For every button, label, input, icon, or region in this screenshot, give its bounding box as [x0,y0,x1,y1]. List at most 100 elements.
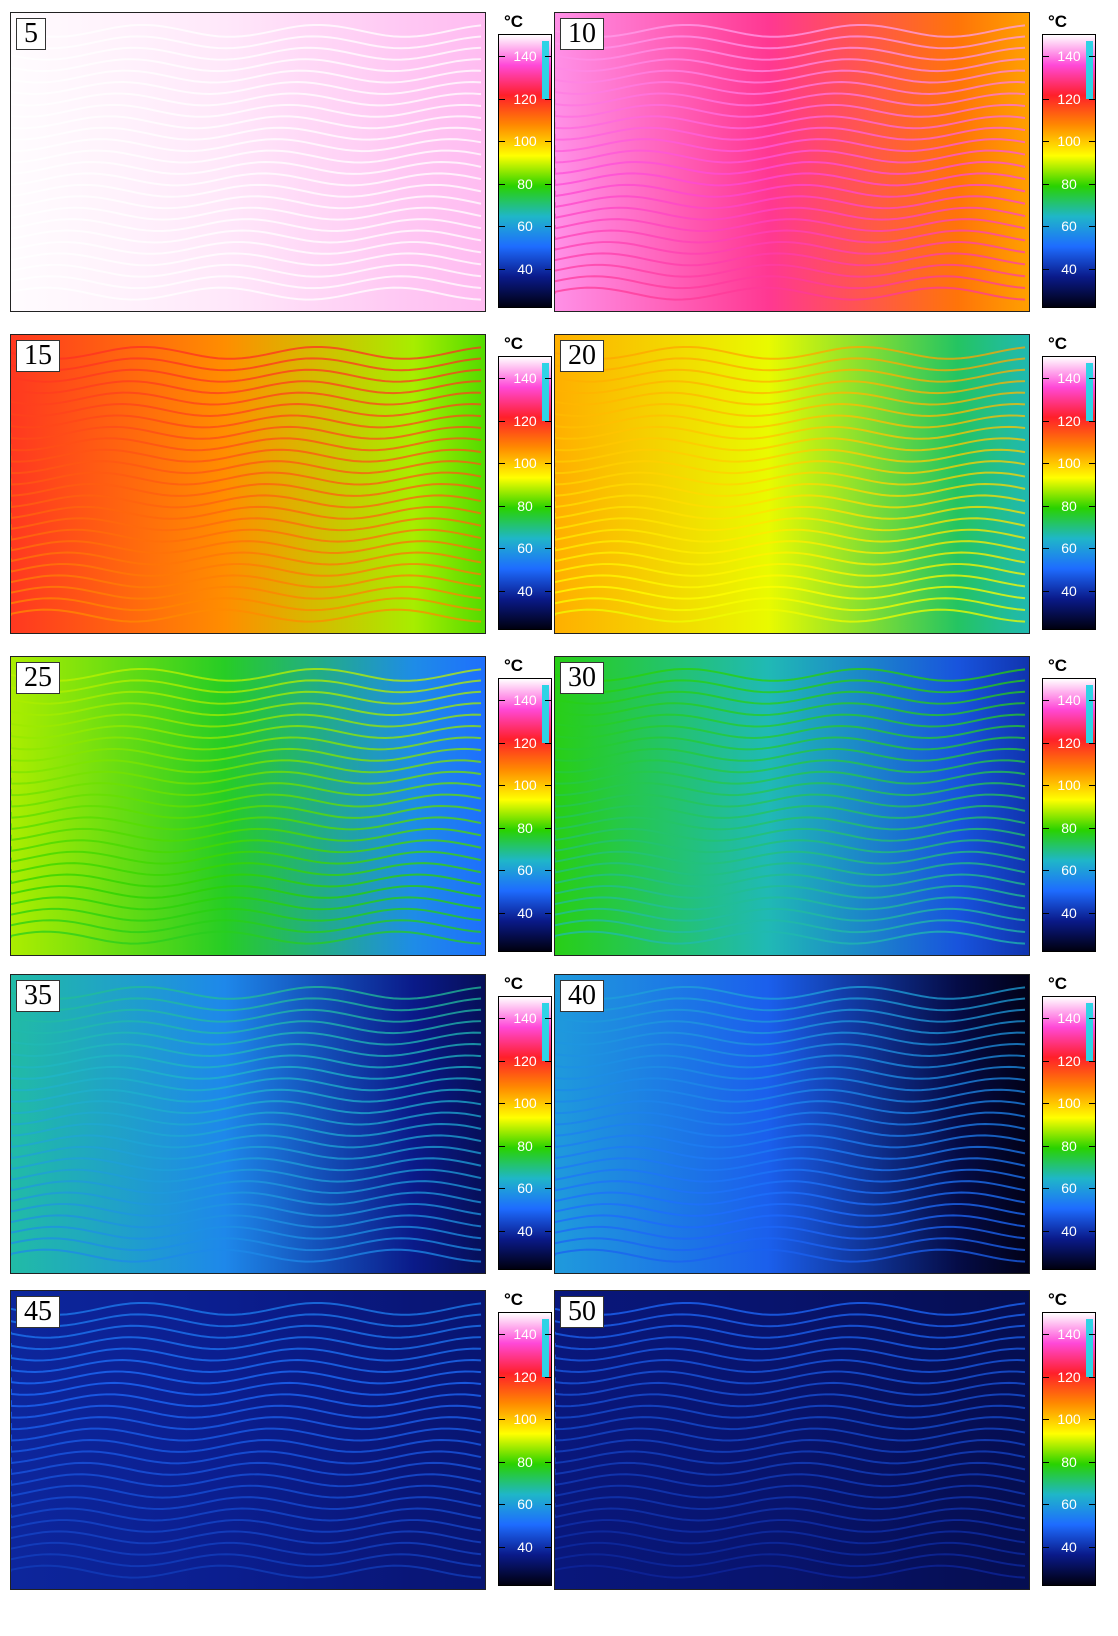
fin-line [555,862,1026,877]
fin-line [11,1381,482,1396]
fin-line [555,725,1026,739]
fin-line [11,483,482,497]
fin-line [555,149,1026,164]
fin-line [555,1031,1026,1046]
fin-line [11,1393,482,1408]
scale-tick-label: 100 [1057,133,1081,149]
fin-line [555,1336,1026,1351]
scale-marker [542,685,549,743]
fin-line [11,839,482,854]
fin-line [11,437,482,452]
fin-line [11,551,482,566]
fin-line [555,1519,1026,1533]
fin-line [555,483,1026,497]
fin-line [11,1168,482,1183]
fin-line [11,1347,482,1362]
scale-tick-label: 80 [517,819,533,836]
fin-line [11,1461,482,1476]
fin-line [555,1507,1026,1522]
heat-map [11,13,485,311]
color-scale: °C 140 120 100 80 60 40 [1036,656,1098,956]
fin-line [555,46,1026,61]
fin-line [555,540,1026,555]
color-scale: °C 140 120 100 80 60 40 [492,12,554,312]
fin-line [11,1370,482,1385]
scale-marker [1086,1003,1093,1061]
fin-line [555,1313,1026,1328]
fin-line [555,241,1026,255]
fin-line [11,1043,482,1057]
fin-line [555,608,1026,623]
fin-line [555,1065,1026,1080]
fin-line [11,346,482,360]
fin-line [11,747,482,762]
fin-line [555,1203,1026,1217]
fin-line [555,1416,1026,1431]
fin-line [11,275,482,290]
scale-tick-label: 60 [1061,218,1077,234]
fin-line [11,885,482,899]
fin-line [555,1225,1026,1240]
fin-line [11,986,482,1000]
fin-line [555,747,1026,762]
scale-tick-label: 140 [513,692,537,708]
fin-line [11,172,482,187]
fin-line [555,1248,1026,1263]
fin-line [555,1168,1026,1183]
fin-line [555,896,1026,911]
fin-line [555,850,1026,865]
fin-line [555,1461,1026,1476]
temperature-unit: °C [504,1290,524,1309]
fin-line [555,126,1026,141]
frame-time-label: 10 [560,18,604,50]
scale-marker [542,363,549,421]
scale-tick-label: 40 [517,260,533,277]
fin-line [11,1134,482,1149]
scale-tick-label: 80 [517,175,533,192]
fin-line [555,35,1026,50]
fin-line [11,919,482,934]
fin-line [11,460,482,475]
fin-line [555,528,1026,543]
fin-line [555,986,1026,1000]
frame-time-label: 40 [560,980,604,1012]
thermal-image [554,974,1030,1274]
temperature-unit: °C [504,12,524,31]
scale-tick-label: 80 [1061,819,1077,836]
scale-tick-label: 60 [517,218,533,234]
fin-line [555,414,1026,429]
fin-line [11,1427,482,1442]
scale-tick-label: 140 [513,1326,537,1342]
thermal-frame: 25 °C 140 120 100 80 60 40 [10,656,556,956]
fin-line [11,1473,482,1488]
scale-tick-label: 120 [1057,90,1081,107]
fin-line [11,126,482,141]
heat-map [11,335,485,633]
fin-line [11,425,482,440]
fin-line [555,1145,1026,1160]
fin-line [555,1381,1026,1396]
fin-line [11,35,482,50]
scale-tick-label: 60 [1061,862,1077,878]
scale-marker [1086,41,1093,99]
fin-line [555,1541,1026,1556]
color-scale-bar: 140 120 100 80 60 40 [498,678,552,952]
color-scale: °C 140 120 100 80 60 40 [492,1290,554,1590]
thermal-frame: 5 °C 140 120 100 80 60 40 [10,12,556,312]
fin-line [11,1020,482,1035]
thermal-image [10,974,486,1274]
scale-tick-label: 80 [1061,1453,1077,1470]
fin-line [11,907,482,922]
fin-line [555,713,1026,728]
scale-tick-label: 100 [513,1095,537,1111]
scale-marker [1086,685,1093,743]
fin-line [11,1111,482,1126]
color-scale: °C 140 120 100 80 60 40 [1036,1290,1098,1590]
fin-line [11,679,482,694]
color-scale-bar: 140 120 100 80 60 40 [498,1312,552,1586]
fin-line [11,690,482,705]
fin-line [555,597,1026,612]
fin-line [11,563,482,577]
fin-line [11,585,482,600]
